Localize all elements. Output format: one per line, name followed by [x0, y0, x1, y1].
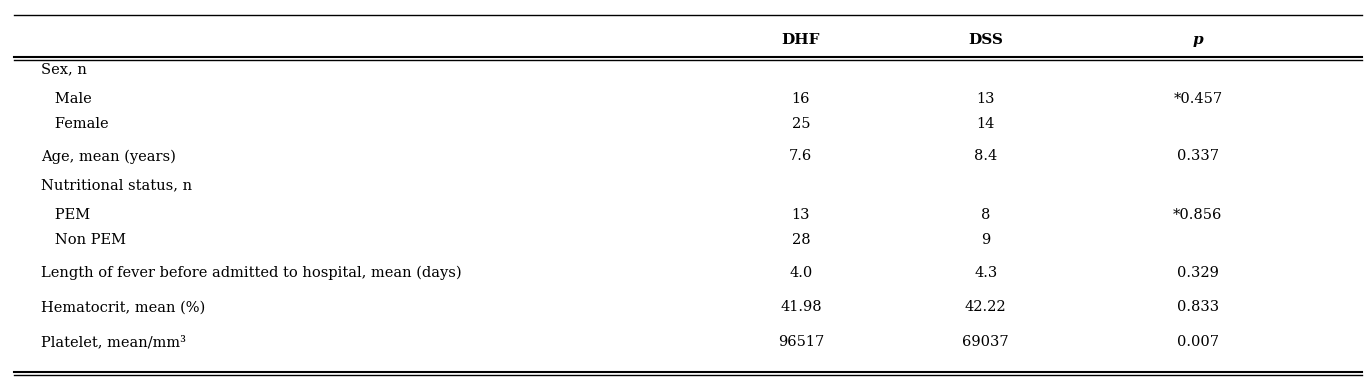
- Text: Female: Female: [41, 117, 108, 131]
- Text: 8.4: 8.4: [975, 149, 997, 163]
- Text: 25: 25: [791, 117, 810, 131]
- Text: DSS: DSS: [968, 33, 1003, 47]
- Text: Length of fever before admitted to hospital, mean (days): Length of fever before admitted to hospi…: [41, 265, 461, 280]
- Text: 0.007: 0.007: [1177, 335, 1218, 349]
- Text: 0.833: 0.833: [1177, 300, 1218, 314]
- Text: Hematocrit, mean (%): Hematocrit, mean (%): [41, 300, 205, 314]
- Text: 42.22: 42.22: [965, 300, 1006, 314]
- Text: 9: 9: [982, 233, 990, 247]
- Text: p: p: [1192, 33, 1203, 47]
- Text: Sex, n: Sex, n: [41, 62, 88, 76]
- Text: *0.457: *0.457: [1173, 92, 1223, 105]
- Text: 28: 28: [791, 233, 810, 247]
- Text: 14: 14: [976, 117, 995, 131]
- Text: 0.329: 0.329: [1177, 266, 1218, 280]
- Text: 4.3: 4.3: [975, 266, 997, 280]
- Text: Nutritional status, n: Nutritional status, n: [41, 178, 192, 192]
- Text: 16: 16: [791, 92, 810, 105]
- Text: 41.98: 41.98: [780, 300, 821, 314]
- Text: DHF: DHF: [782, 33, 820, 47]
- Text: 4.0: 4.0: [790, 266, 812, 280]
- Text: 13: 13: [791, 208, 810, 222]
- Text: 0.337: 0.337: [1177, 149, 1218, 163]
- Text: Male: Male: [41, 92, 92, 105]
- Text: Platelet, mean/mm³: Platelet, mean/mm³: [41, 335, 186, 349]
- Text: 69037: 69037: [962, 335, 1009, 349]
- Text: *0.856: *0.856: [1173, 208, 1223, 222]
- Text: 8: 8: [982, 208, 990, 222]
- Text: 13: 13: [976, 92, 995, 105]
- Text: 96517: 96517: [778, 335, 824, 349]
- Text: PEM: PEM: [41, 208, 90, 222]
- Text: Age, mean (years): Age, mean (years): [41, 149, 177, 164]
- Text: 7.6: 7.6: [790, 149, 812, 163]
- Text: Non PEM: Non PEM: [41, 233, 126, 247]
